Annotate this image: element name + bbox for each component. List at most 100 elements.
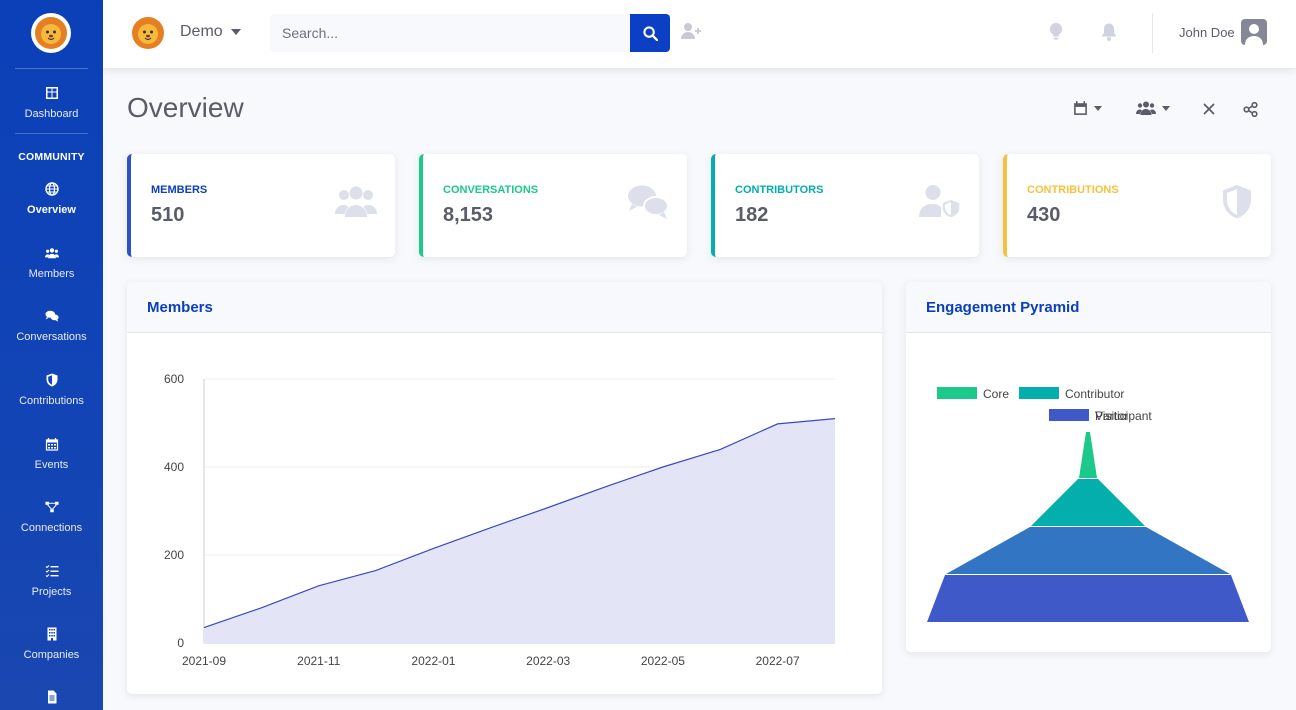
project-selector[interactable]: Demo xyxy=(180,23,241,41)
sidebar-item-label: Contributions xyxy=(19,395,84,407)
sidebar-item-label: Overview xyxy=(27,204,76,216)
stat-label: CONVERSATIONS xyxy=(443,184,539,196)
lion-logo-icon[interactable] xyxy=(131,16,165,50)
legend-swatch[interactable] xyxy=(937,387,977,399)
users-icon xyxy=(1136,101,1156,115)
data-point xyxy=(490,527,492,529)
legend-label[interactable]: Participant xyxy=(1095,409,1152,423)
data-point xyxy=(260,607,262,609)
sidebar-item-label: Companies xyxy=(23,649,80,661)
user-plus-icon xyxy=(681,23,701,39)
avatar[interactable] xyxy=(1241,19,1267,45)
date-range-button[interactable] xyxy=(1073,100,1102,116)
sidebar-item-overview[interactable]: Overview xyxy=(0,182,103,216)
sidebar-divider xyxy=(15,133,88,134)
sidebar-item-more[interactable] xyxy=(0,690,103,710)
stat-value: 510 xyxy=(151,204,185,226)
x-tick-label: 2022-03 xyxy=(526,654,570,668)
sidebar-item-contributions[interactable]: Contributions xyxy=(0,373,103,407)
x-tick-label: 2022-01 xyxy=(411,654,455,668)
search-button[interactable] xyxy=(630,14,670,52)
x-tick-label: 2021-11 xyxy=(297,654,340,668)
add-user-button[interactable] xyxy=(681,22,703,45)
user-shield-icon xyxy=(919,185,961,218)
members-chart-panel: Members 0 200 400 600 2021-09 2021-11 2022-01 2… xyxy=(127,282,882,694)
sidebar-divider xyxy=(15,68,88,69)
sidebar-item-label: Dashboard xyxy=(24,108,79,120)
comments-icon xyxy=(0,309,103,325)
y-tick-label: 0 xyxy=(177,636,184,650)
pyramid-layer-core[interactable] xyxy=(1079,432,1097,478)
sidebar-item-label: Events xyxy=(34,459,69,471)
legend-swatch[interactable] xyxy=(1049,409,1089,421)
stat-card-conversations[interactable]: CONVERSATIONS 8,153 xyxy=(419,154,687,257)
sidebar-item-connections[interactable]: Connections xyxy=(0,500,103,534)
sidebar-item-dashboard[interactable]: Dashboard xyxy=(0,86,103,120)
users-icon xyxy=(0,246,103,262)
legend-label[interactable]: Contributor xyxy=(1065,387,1124,401)
caret-down-icon xyxy=(230,28,241,35)
document-icon xyxy=(0,690,103,706)
legend-label[interactable]: Visitor xyxy=(1095,409,1128,423)
globe-icon xyxy=(0,182,103,198)
close-icon xyxy=(1203,103,1215,115)
sidebar-item-projects[interactable]: Projects xyxy=(0,564,103,598)
app-logo[interactable] xyxy=(31,13,71,53)
share-button[interactable] xyxy=(1243,102,1258,117)
tasks-icon xyxy=(0,564,103,580)
legend-swatch[interactable] xyxy=(1019,387,1059,399)
stat-card-contributors[interactable]: CONTRIBUTORS 182 xyxy=(711,154,979,257)
page-title: Overview xyxy=(127,92,244,123)
data-point xyxy=(834,418,836,420)
data-point xyxy=(375,569,377,571)
x-tick-label: 2022-05 xyxy=(641,654,685,668)
y-tick-label: 200 xyxy=(164,548,184,562)
share-icon xyxy=(1243,102,1258,117)
calendar-icon xyxy=(1074,101,1087,115)
tips-button[interactable] xyxy=(1049,22,1063,47)
notifications-button[interactable] xyxy=(1101,22,1117,47)
calendar-icon xyxy=(0,437,103,453)
pyramid-layer-participant[interactable] xyxy=(946,527,1230,574)
sidebar-item-companies[interactable]: Companies xyxy=(0,627,103,661)
shield-icon xyxy=(0,373,103,389)
stat-card-members[interactable]: MEMBERS 510 xyxy=(127,154,395,257)
connections-icon xyxy=(0,500,103,516)
bell-icon xyxy=(1102,23,1116,41)
project-name: Demo xyxy=(180,23,223,40)
clear-filter-button[interactable] xyxy=(1203,103,1215,115)
pyramid-layer-contributor[interactable] xyxy=(1031,479,1145,526)
comments-icon xyxy=(628,185,669,219)
caret-down-icon xyxy=(1094,105,1102,111)
sidebar-item-label: Projects xyxy=(31,586,72,598)
sidebar-item-label: Members xyxy=(28,268,75,280)
data-point xyxy=(777,423,779,425)
members-series-line xyxy=(203,418,836,629)
x-tick-label: 2021-09 xyxy=(182,654,226,668)
data-point xyxy=(662,466,664,468)
sidebar-item-conversations[interactable]: Conversations xyxy=(0,309,103,343)
user-icon xyxy=(1245,24,1263,45)
stat-value: 430 xyxy=(1027,204,1061,226)
legend-label[interactable]: Core xyxy=(983,387,1009,401)
user-name[interactable]: John Doe xyxy=(1179,25,1235,40)
panel-title: Engagement Pyramid xyxy=(906,282,1271,333)
pyramid-layer-visitor[interactable] xyxy=(927,575,1249,622)
data-point xyxy=(203,627,205,629)
y-tick-label: 400 xyxy=(164,460,184,474)
member-filter-button[interactable] xyxy=(1136,100,1170,116)
sidebar-item-events[interactable]: Events xyxy=(0,437,103,471)
data-point xyxy=(318,585,320,587)
stat-card-contributions[interactable]: CONTRIBUTIONS 430 xyxy=(1003,154,1271,257)
members-area-chart: 0 200 400 600 2021-09 2021-11 2022-01 2022-03 20… xyxy=(164,372,836,668)
dashboard-icon xyxy=(0,86,103,102)
panel-title: Members xyxy=(127,282,882,333)
x-tick-label: 2022-07 xyxy=(756,654,800,668)
stat-value: 8,153 xyxy=(443,204,494,226)
members-area-fill xyxy=(204,418,835,643)
sidebar-item-members[interactable]: Members xyxy=(0,246,103,280)
search-input[interactable] xyxy=(270,14,630,52)
topbar-divider xyxy=(1152,13,1153,53)
data-point xyxy=(547,506,549,508)
data-point xyxy=(605,486,607,488)
